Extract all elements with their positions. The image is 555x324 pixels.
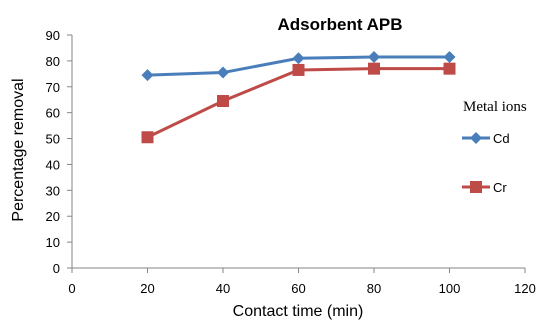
legend-marker-cd: [470, 132, 482, 144]
y-tick-label: 80: [46, 54, 60, 69]
data-point-cr: [141, 131, 154, 144]
y-axis: 0 10 20 30 40 50 60 70 80 90: [46, 28, 73, 276]
data-point-cr: [443, 62, 456, 75]
y-tick-label: 20: [46, 209, 60, 224]
x-tick-label: 100: [439, 281, 461, 296]
data-point-cr: [292, 63, 305, 76]
legend: Cd Cr: [462, 131, 510, 195]
y-tick-label: 70: [46, 80, 60, 95]
y-tick-label: 40: [46, 157, 60, 172]
x-tick-label: 80: [367, 281, 381, 296]
x-axis: 0 20 40 60 80 100 120: [68, 267, 536, 296]
x-tick-label: 20: [140, 281, 154, 296]
y-tick-label: 90: [46, 28, 60, 43]
x-tick-label: 0: [68, 281, 75, 296]
data-point-cr: [368, 62, 380, 75]
data-point-cd: [141, 69, 154, 82]
x-tick-label: 120: [514, 281, 536, 296]
data-point-cd: [217, 66, 229, 79]
chart-title: Adsorbent APB: [278, 15, 403, 34]
series-layer: [141, 51, 456, 144]
data-point-cd: [292, 52, 305, 65]
data-point-cr: [217, 95, 229, 108]
y-tick-label: 50: [46, 132, 60, 147]
x-axis-label: Contact time (min): [233, 303, 364, 320]
legend-title: Metal ions: [463, 99, 527, 115]
y-tick-label: 30: [46, 183, 60, 198]
x-tick-label: 60: [291, 281, 305, 296]
y-axis-label: Percentage removal: [10, 78, 27, 221]
y-tick-label: 60: [46, 106, 60, 121]
y-tick-label: 0: [53, 261, 60, 276]
data-point-cd: [368, 51, 380, 64]
data-point-cd: [443, 51, 456, 64]
y-tick-label: 10: [46, 235, 60, 250]
series-line-cr: [146, 67, 450, 139]
legend-marker-cr: [470, 181, 482, 193]
legend-label-cr: Cr: [493, 180, 507, 195]
x-tick-label: 40: [216, 281, 230, 296]
legend-label-cd: Cd: [493, 131, 510, 146]
